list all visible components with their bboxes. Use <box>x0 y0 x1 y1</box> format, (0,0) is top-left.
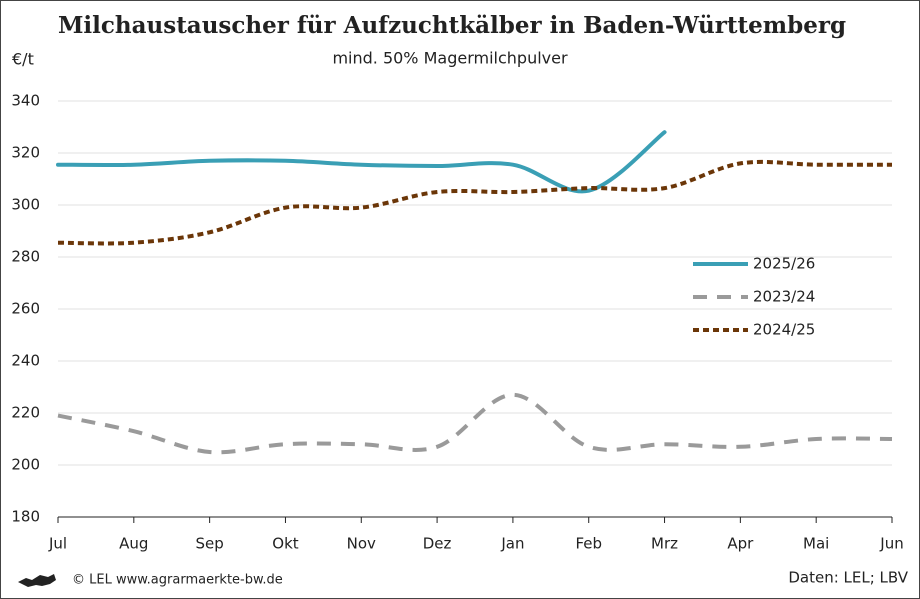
x-tick-label: Dez <box>423 535 452 553</box>
footer-right: Daten: LEL; LBV <box>788 569 908 587</box>
legend-label: 2025/26 <box>753 255 815 273</box>
x-tick-label: Nov <box>347 535 376 553</box>
x-tick-label: Mai <box>803 535 829 553</box>
x-tick-label: Jul <box>48 535 67 553</box>
y-tick-label: 260 <box>11 300 40 318</box>
legend-label: 2024/25 <box>753 321 815 339</box>
chart-title: Milchaustauscher für Aufzuchtkälber in B… <box>58 12 846 39</box>
x-tick-label: Mrz <box>651 535 678 553</box>
y-tick-label: 340 <box>11 92 40 110</box>
y-tick-label: 300 <box>11 196 40 214</box>
x-tick-label: Jan <box>500 535 524 553</box>
x-tick-label: Aug <box>119 535 148 553</box>
x-tick-label: Feb <box>575 535 602 553</box>
series-line <box>57 392 893 455</box>
x-tick-label: Apr <box>727 535 754 553</box>
y-tick-label: 320 <box>11 144 40 162</box>
y-axis-label: €/t <box>12 50 34 69</box>
x-tick-label: Jun <box>879 535 903 553</box>
y-tick-label: 240 <box>11 352 40 370</box>
y-tick-label: 180 <box>11 508 40 526</box>
x-tick-label: Okt <box>272 535 298 553</box>
footer-left: © LEL www.agrarmaerkte-bw.de <box>72 573 283 588</box>
x-tick-label: Sep <box>195 535 223 553</box>
legend-label: 2023/24 <box>753 288 815 306</box>
y-tick-label: 200 <box>11 456 40 474</box>
logo <box>18 574 56 587</box>
y-tick-label: 280 <box>11 248 40 266</box>
y-tick-label: 220 <box>11 404 40 422</box>
chart-subtitle: mind. 50% Magermilchpulver <box>332 49 568 68</box>
